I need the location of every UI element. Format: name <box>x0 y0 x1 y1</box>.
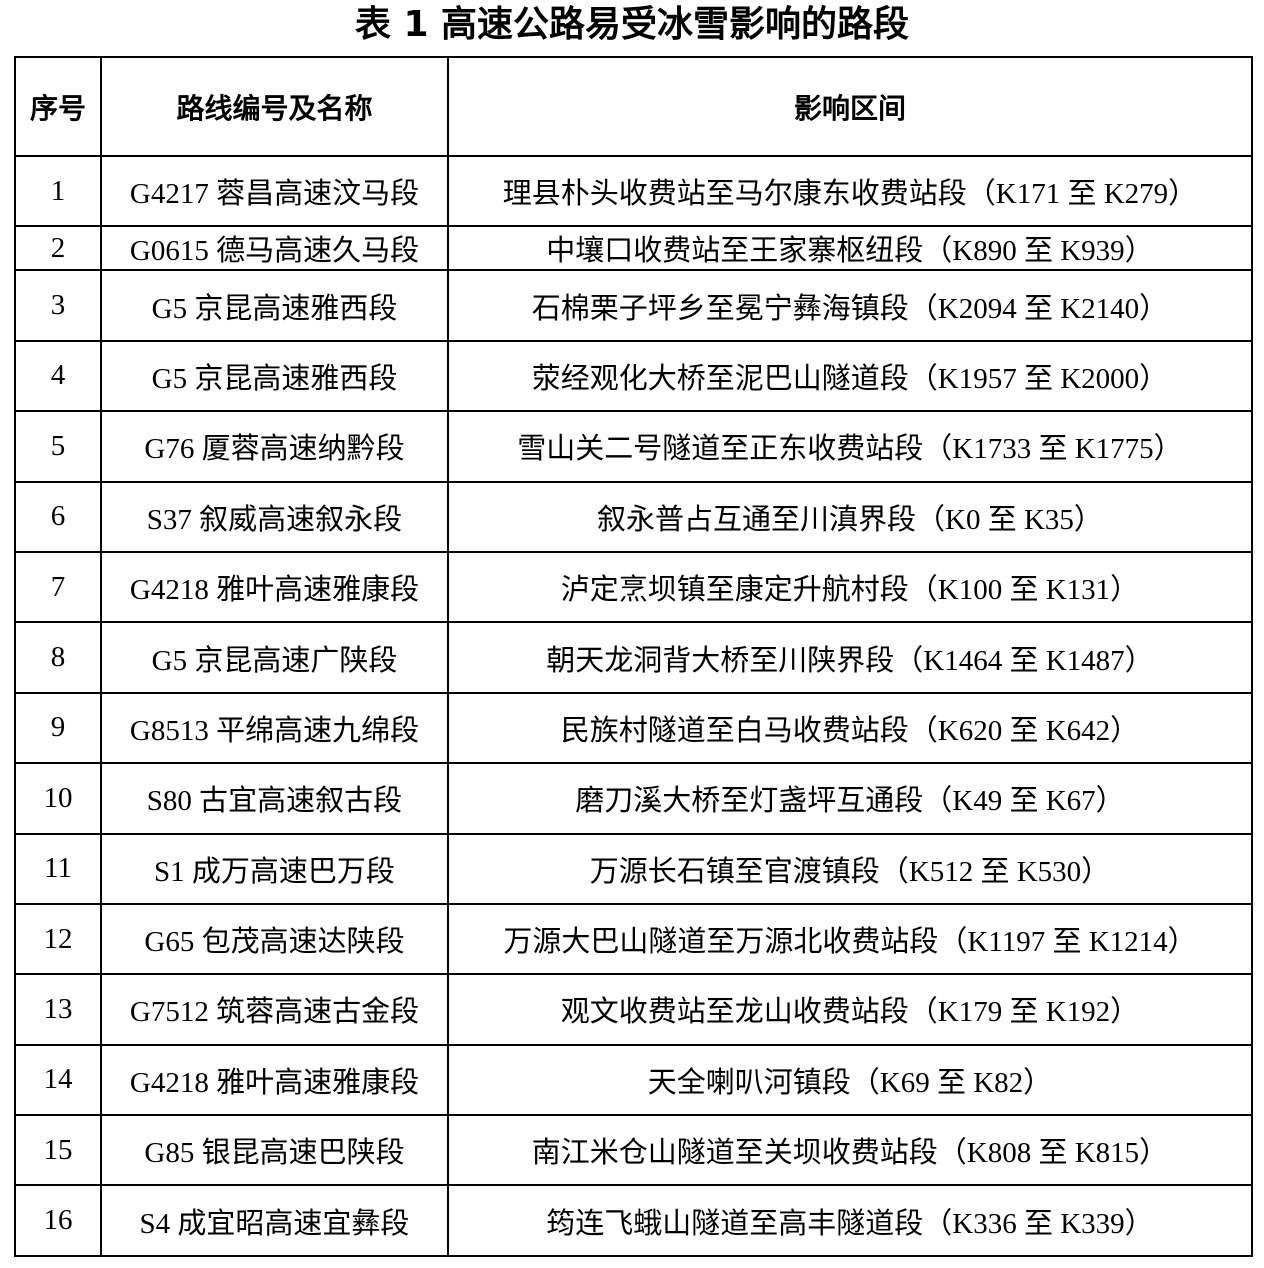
table-cell: G4217 蓉昌高速汶马段 <box>100 154 449 228</box>
header-cell: 影响区间 <box>447 56 1253 157</box>
table-cell: 14 <box>14 1043 102 1117</box>
table-cell: G65 包茂高速达陕段 <box>100 902 449 976</box>
data-table: 序号 路线编号及名称 影响区间 1 G4217 蓉昌高速汶马段 理县朴头收费站至马尔康东… <box>14 56 1253 1257</box>
table-cell: 8 <box>14 621 102 694</box>
table-cell: G5 京昆高速雅西段 <box>100 269 449 342</box>
table-row: 1 G4217 蓉昌高速汶马段 理县朴头收费站至马尔康东收费站段（K171 至 K2… <box>14 154 1253 228</box>
table-cell: 泸定烹坝镇至康定升航村段（K100 至 K131） <box>447 550 1253 624</box>
table-cell: 朝天龙洞背大桥至川陕界段（K1464 至 K1487） <box>447 621 1253 694</box>
table-cell: 11 <box>14 832 102 905</box>
table-title: 表 1 高速公路易受冰雪影响的路段 <box>354 4 910 45</box>
table-cell: S80 古宜高速叙古段 <box>100 762 449 835</box>
table-cell: 13 <box>14 973 102 1046</box>
table-cell: G5 京昆高速广陕段 <box>100 621 449 694</box>
header-cell: 序号 <box>14 56 102 157</box>
table-cell: 10 <box>14 762 102 835</box>
table-cell: 5 <box>14 410 102 483</box>
table-cell: 中壤口收费站至王家寨枢纽段（K890 至 K939） <box>447 225 1253 272</box>
table-cell: S4 成宜昭高速宜彝段 <box>100 1184 449 1257</box>
header-cell: 路线编号及名称 <box>100 56 449 157</box>
table-row: 4 G5 京昆高速雅西段 荥经观化大桥至泥巴山隧道段（K1957 至 K2000） <box>14 339 1253 413</box>
table-cell: 6 <box>14 480 102 553</box>
table-cell: S1 成万高速巴万段 <box>100 832 449 905</box>
table-cell: 15 <box>14 1114 102 1187</box>
table-cell: G7512 筑蓉高速古金段 <box>100 973 449 1046</box>
table-row: 8 G5 京昆高速广陕段 朝天龙洞背大桥至川陕界段（K1464 至 K1487） <box>14 621 1253 694</box>
table-cell: 2 <box>14 225 102 272</box>
table-row: 7 G4218 雅叶高速雅康段 泸定烹坝镇至康定升航村段（K100 至 K131） <box>14 550 1253 624</box>
table-row: 3 G5 京昆高速雅西段 石棉栗子坪乡至冕宁彝海镇段（K2094 至 K2140） <box>14 269 1253 342</box>
table-row: 16 S4 成宜昭高速宜彝段 筠连飞蛾山隧道至高丰隧道段（K336 至 K339） <box>14 1184 1253 1257</box>
table-cell: 9 <box>14 691 102 765</box>
table-cell: 16 <box>14 1184 102 1257</box>
table-cell: 4 <box>14 339 102 413</box>
table-cell: G4218 雅叶高速雅康段 <box>100 1043 449 1117</box>
table-cell: 叙永普占互通至川滇界段（K0 至 K35） <box>447 480 1253 553</box>
table-cell: 万源长石镇至官渡镇段（K512 至 K530） <box>447 832 1253 905</box>
table-cell: 磨刀溪大桥至灯盏坪互通段（K49 至 K67） <box>447 762 1253 835</box>
table-cell: G8513 平绵高速九绵段 <box>100 691 449 765</box>
table-row: 2 G0615 德马高速久马段 中壤口收费站至王家寨枢纽段（K890 至 K939） <box>14 225 1253 272</box>
table-cell: G0615 德马高速久马段 <box>100 225 449 272</box>
table-cell: 石棉栗子坪乡至冕宁彝海镇段（K2094 至 K2140） <box>447 269 1253 342</box>
table-cell: G5 京昆高速雅西段 <box>100 339 449 413</box>
table-cell: 南江米仓山隧道至关坝收费站段（K808 至 K815） <box>447 1114 1253 1187</box>
table-cell: S37 叙威高速叙永段 <box>100 480 449 553</box>
table-row: 6 S37 叙威高速叙永段 叙永普占互通至川滇界段（K0 至 K35） <box>14 480 1253 553</box>
table-cell: 荥经观化大桥至泥巴山隧道段（K1957 至 K2000） <box>447 339 1253 413</box>
table-cell: 3 <box>14 269 102 342</box>
table-cell: 筠连飞蛾山隧道至高丰隧道段（K336 至 K339） <box>447 1184 1253 1257</box>
table-cell: 7 <box>14 550 102 624</box>
header-row: 序号 路线编号及名称 影响区间 <box>14 56 1253 157</box>
table-cell: 1 <box>14 154 102 228</box>
table-row: 10 S80 古宜高速叙古段 磨刀溪大桥至灯盏坪互通段（K49 至 K67） <box>14 762 1253 835</box>
table-cell: G76 厦蓉高速纳黔段 <box>100 410 449 483</box>
table-cell: 观文收费站至龙山收费站段（K179 至 K192） <box>447 973 1253 1046</box>
table-cell: 天全喇叭河镇段（K69 至 K82） <box>447 1043 1253 1117</box>
table-cell: G4218 雅叶高速雅康段 <box>100 550 449 624</box>
table-cell: 12 <box>14 902 102 976</box>
table-cell: 雪山关二号隧道至正东收费站段（K1733 至 K1775） <box>447 410 1253 483</box>
table-row: 12 G65 包茂高速达陕段 万源大巴山隧道至万源北收费站段（K1197 至 K12… <box>14 902 1253 976</box>
table-row: 14 G4218 雅叶高速雅康段 天全喇叭河镇段（K69 至 K82） <box>14 1043 1253 1117</box>
table-cell: 民族村隧道至白马收费站段（K620 至 K642） <box>447 691 1253 765</box>
table-cell: 万源大巴山隧道至万源北收费站段（K1197 至 K1214） <box>447 902 1253 976</box>
table-cell: 理县朴头收费站至马尔康东收费站段（K171 至 K279） <box>447 154 1253 228</box>
table-row: 5 G76 厦蓉高速纳黔段 雪山关二号隧道至正东收费站段（K1733 至 K1775… <box>14 410 1253 483</box>
table-row: 11 S1 成万高速巴万段 万源长石镇至官渡镇段（K512 至 K530） <box>14 832 1253 905</box>
table-cell: G85 银昆高速巴陕段 <box>100 1114 449 1187</box>
table-row: 9 G8513 平绵高速九绵段 民族村隧道至白马收费站段（K620 至 K642） <box>14 691 1253 765</box>
table-row: 15 G85 银昆高速巴陕段 南江米仓山隧道至关坝收费站段（K808 至 K815） <box>14 1114 1253 1187</box>
table-row: 13 G7512 筑蓉高速古金段 观文收费站至龙山收费站段（K179 至 K192） <box>14 973 1253 1046</box>
